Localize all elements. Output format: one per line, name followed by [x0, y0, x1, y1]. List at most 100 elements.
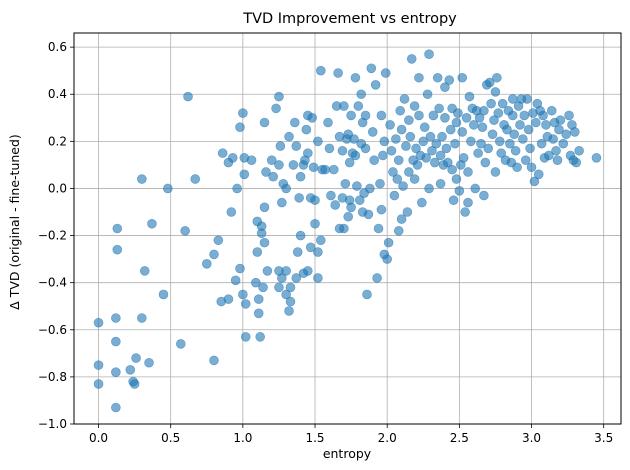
data-point — [271, 103, 281, 114]
data-point — [323, 117, 333, 128]
y-tick-label: −1.0 — [38, 417, 67, 431]
data-point — [112, 244, 123, 255]
data-point — [352, 181, 362, 191]
y-tick-label: 0.2 — [48, 134, 67, 148]
data-point — [570, 127, 580, 137]
data-point — [490, 87, 501, 97]
data-point — [350, 150, 361, 161]
data-point — [176, 339, 186, 349]
data-point — [131, 353, 141, 363]
data-point — [476, 138, 486, 149]
data-point — [217, 148, 228, 158]
plot-frame — [73, 32, 622, 425]
data-point — [238, 289, 248, 300]
data-point — [340, 178, 351, 189]
data-point — [376, 204, 387, 215]
data-point — [376, 110, 387, 121]
x-tick-label: 1.5 — [305, 431, 324, 445]
data-point — [473, 148, 483, 158]
data-point — [402, 207, 413, 217]
data-point — [256, 228, 267, 239]
data-point — [461, 112, 472, 123]
data-point — [489, 115, 499, 125]
data-point — [253, 308, 264, 319]
data-point — [520, 155, 531, 165]
x-tick-label: 0.5 — [161, 431, 180, 445]
data-point — [544, 150, 554, 161]
y-tick-label: −0.8 — [38, 370, 67, 384]
data-point — [232, 183, 242, 194]
data-point — [291, 273, 302, 283]
data-point — [385, 120, 395, 130]
data-point — [262, 266, 273, 276]
data-point — [507, 110, 518, 121]
data-point — [525, 143, 535, 154]
data-point — [444, 75, 455, 85]
data-point — [324, 143, 335, 154]
data-point — [93, 360, 104, 370]
data-point — [421, 153, 431, 163]
data-point — [383, 237, 394, 248]
data-point — [533, 169, 544, 180]
data-point — [431, 138, 442, 149]
data-point — [373, 223, 384, 234]
data-point — [315, 65, 326, 76]
data-point — [147, 218, 157, 229]
data-point — [457, 127, 468, 137]
data-point — [541, 120, 551, 130]
data-point — [251, 277, 261, 288]
x-tick-label: 2.0 — [378, 431, 397, 445]
data-point — [163, 183, 173, 194]
data-point — [435, 150, 446, 161]
data-point — [111, 367, 121, 377]
data-point — [223, 294, 234, 304]
data-point — [496, 148, 507, 158]
data-point — [305, 242, 316, 253]
data-point — [401, 141, 411, 151]
y-tick-label: 0.0 — [48, 181, 67, 195]
data-point — [396, 124, 407, 135]
data-point — [558, 138, 569, 149]
data-point — [404, 115, 414, 125]
data-point — [313, 136, 323, 147]
data-point — [493, 108, 504, 118]
data-point — [284, 131, 294, 142]
data-point — [477, 122, 488, 133]
data-point — [274, 91, 284, 102]
data-point — [274, 282, 284, 293]
data-point — [330, 200, 341, 210]
data-point — [391, 134, 401, 144]
data-point — [497, 98, 508, 109]
data-point — [419, 122, 430, 133]
data-point — [227, 153, 238, 163]
data-point — [389, 190, 400, 201]
data-point — [266, 155, 277, 165]
data-point — [268, 171, 278, 182]
data-point — [378, 150, 388, 161]
data-point — [285, 282, 296, 293]
data-point — [209, 249, 219, 260]
data-point — [432, 72, 443, 83]
data-point — [346, 202, 356, 213]
data-point — [274, 160, 284, 170]
data-point — [428, 110, 439, 121]
data-point — [285, 296, 296, 307]
data-point — [424, 183, 434, 194]
data-point — [226, 207, 237, 217]
y-tick-label: −0.4 — [38, 276, 67, 290]
data-point — [350, 72, 361, 83]
data-point — [412, 160, 423, 170]
data-point — [291, 141, 302, 151]
data-point — [363, 209, 374, 220]
data-point — [564, 110, 574, 121]
data-point — [470, 183, 481, 194]
data-point — [239, 169, 250, 180]
data-point — [281, 289, 291, 300]
data-point — [571, 157, 582, 168]
data-point — [484, 77, 495, 88]
data-point — [246, 155, 257, 165]
data-point — [425, 131, 436, 142]
data-point — [277, 273, 287, 283]
data-point — [418, 136, 429, 147]
data-point — [463, 167, 473, 177]
